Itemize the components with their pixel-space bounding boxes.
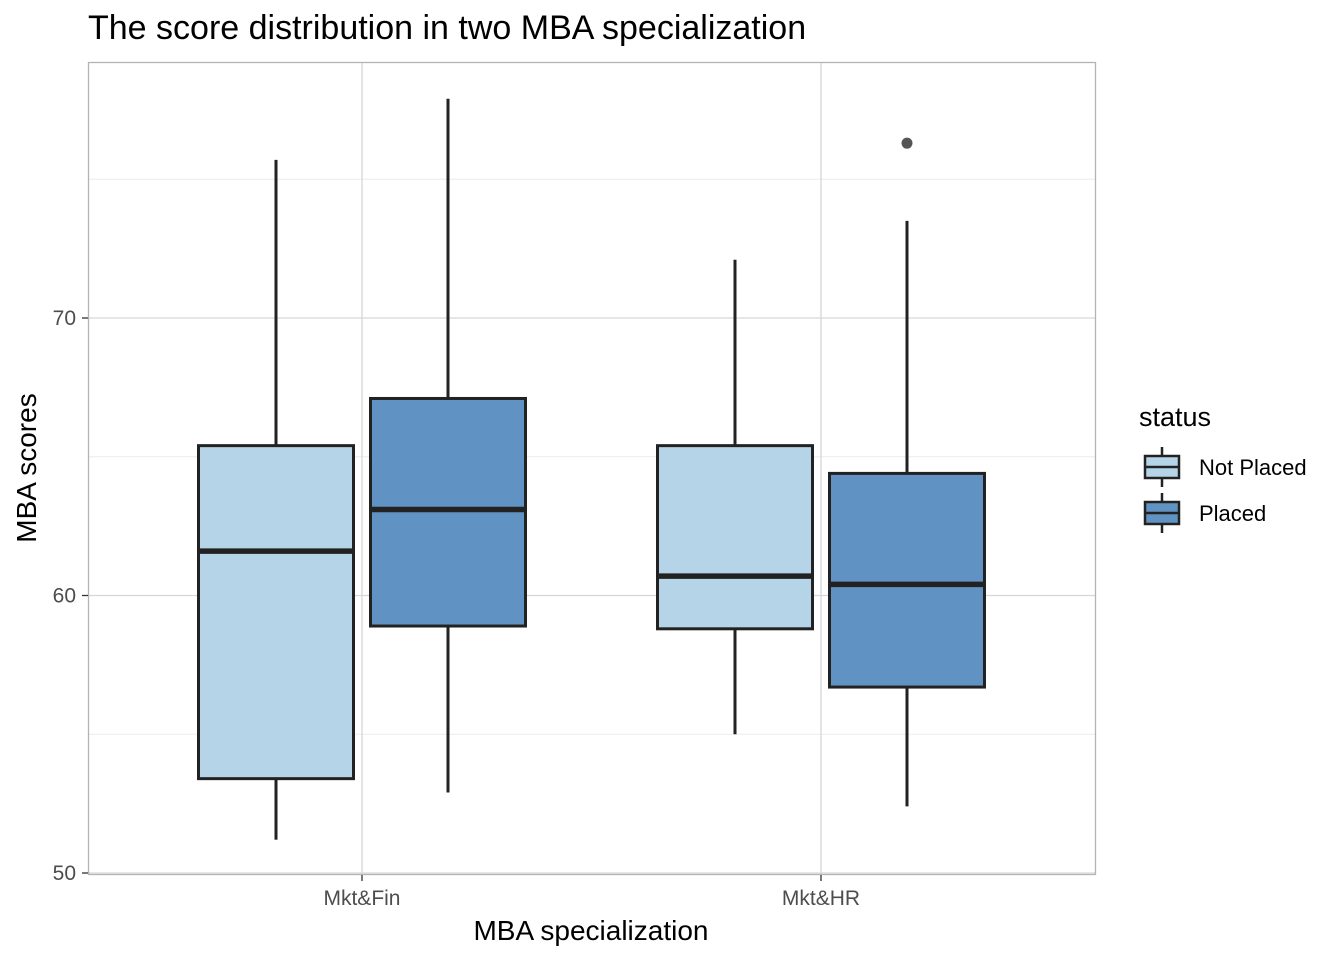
x-tick-label: Mkt&Fin bbox=[323, 887, 400, 910]
outlier-point bbox=[901, 137, 913, 149]
legend-label: Placed bbox=[1199, 501, 1266, 526]
box-body bbox=[656, 444, 814, 631]
chart-title: The score distribution in two MBA specia… bbox=[88, 9, 806, 47]
legend-item-not-placed: Not Placed bbox=[1143, 447, 1307, 487]
legend: status Not Placed Placed bbox=[1139, 402, 1307, 533]
box-placed-mkt-hr bbox=[828, 137, 986, 807]
legend-title: status bbox=[1139, 402, 1211, 432]
legend-label: Not Placed bbox=[1199, 455, 1307, 480]
y-axis: 50 60 70 bbox=[53, 307, 88, 885]
panel-border bbox=[87, 61, 1097, 876]
box-body bbox=[369, 396, 527, 628]
y-tick-label: 60 bbox=[53, 585, 76, 608]
plot-area bbox=[197, 98, 986, 840]
legend-item-placed: Placed bbox=[1143, 493, 1266, 533]
x-axis-title: MBA specialization bbox=[473, 915, 708, 946]
y-tick-label: 50 bbox=[53, 862, 76, 885]
x-tick-label: Mkt&HR bbox=[782, 887, 860, 910]
x-axis: Mkt&Fin Mkt&HR bbox=[323, 875, 860, 910]
box-body bbox=[197, 444, 355, 781]
y-axis-title: MBA scores bbox=[11, 393, 42, 542]
box-not-placed-mkt-fin bbox=[197, 159, 355, 840]
box-not-placed-mkt-hr bbox=[656, 259, 814, 735]
y-tick-label: 70 bbox=[53, 307, 76, 330]
box-body bbox=[828, 471, 986, 689]
box-placed-mkt-fin bbox=[369, 98, 527, 793]
